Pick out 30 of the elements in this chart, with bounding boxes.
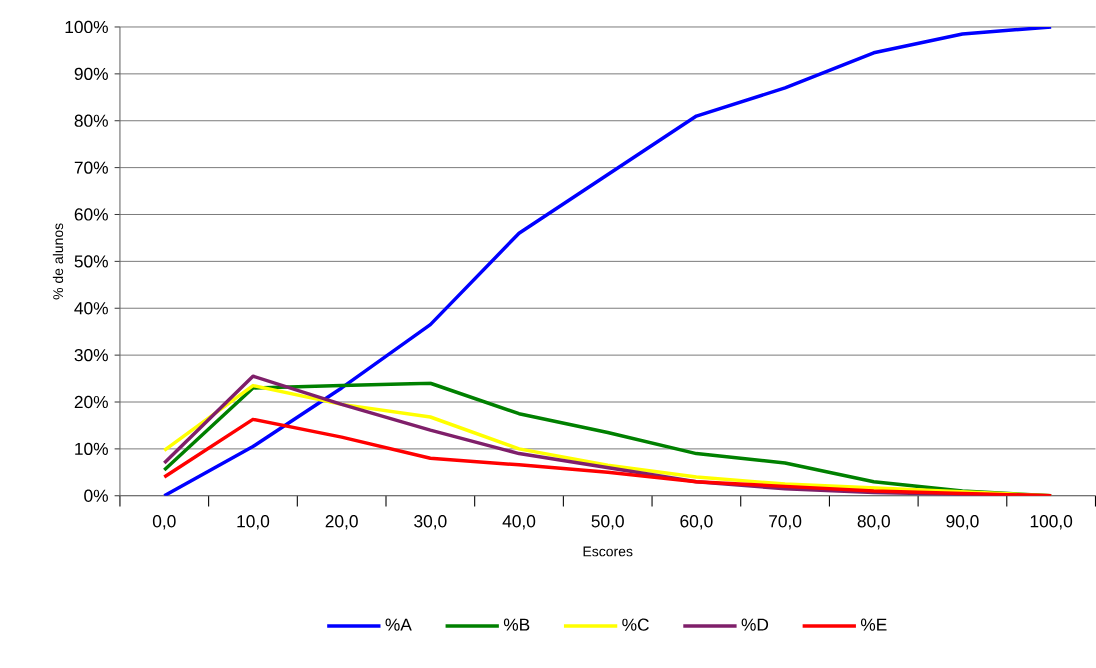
y-tick-label: 20% bbox=[74, 396, 108, 409]
y-tick-label: 50% bbox=[74, 255, 108, 268]
y-tick-label: 30% bbox=[74, 349, 108, 362]
y-tick-label: 90% bbox=[74, 67, 108, 81]
y-tick-label: 40% bbox=[74, 302, 108, 315]
x-tick-label: 50,0 bbox=[591, 515, 624, 530]
x-axis-title: Escores bbox=[583, 546, 633, 557]
legend-label: %B bbox=[503, 618, 530, 631]
y-tick-label: 0% bbox=[84, 489, 108, 503]
x-tick-label: 0,0 bbox=[152, 515, 176, 530]
y-tick-label: 100% bbox=[65, 21, 108, 34]
y-tick-label: 60% bbox=[74, 208, 108, 221]
x-tick-label: 80,0 bbox=[857, 515, 890, 530]
x-tick-label: 100,0 bbox=[1030, 515, 1073, 530]
y-tick-label: 70% bbox=[74, 161, 108, 174]
y-tick-label: 80% bbox=[74, 114, 108, 128]
y-tick-label: 10% bbox=[75, 442, 108, 456]
x-tick-label: 10,0 bbox=[237, 515, 270, 530]
x-tick-label: 20,0 bbox=[325, 515, 358, 530]
x-tick-label: 30,0 bbox=[414, 515, 447, 530]
legend-label: %D bbox=[741, 618, 769, 631]
y-axis-title: % de alunos bbox=[52, 223, 64, 300]
x-tick-label: 60,0 bbox=[680, 515, 713, 530]
legend-label: %C bbox=[622, 618, 649, 631]
x-tick-label: 70,0 bbox=[769, 515, 802, 530]
legend-label: %E bbox=[860, 618, 887, 631]
legend-label: %A bbox=[385, 618, 412, 631]
line-series bbox=[162, 417, 1053, 496]
x-tick-label: 90,0 bbox=[946, 515, 979, 530]
x-tick-label: 40,0 bbox=[502, 515, 536, 530]
